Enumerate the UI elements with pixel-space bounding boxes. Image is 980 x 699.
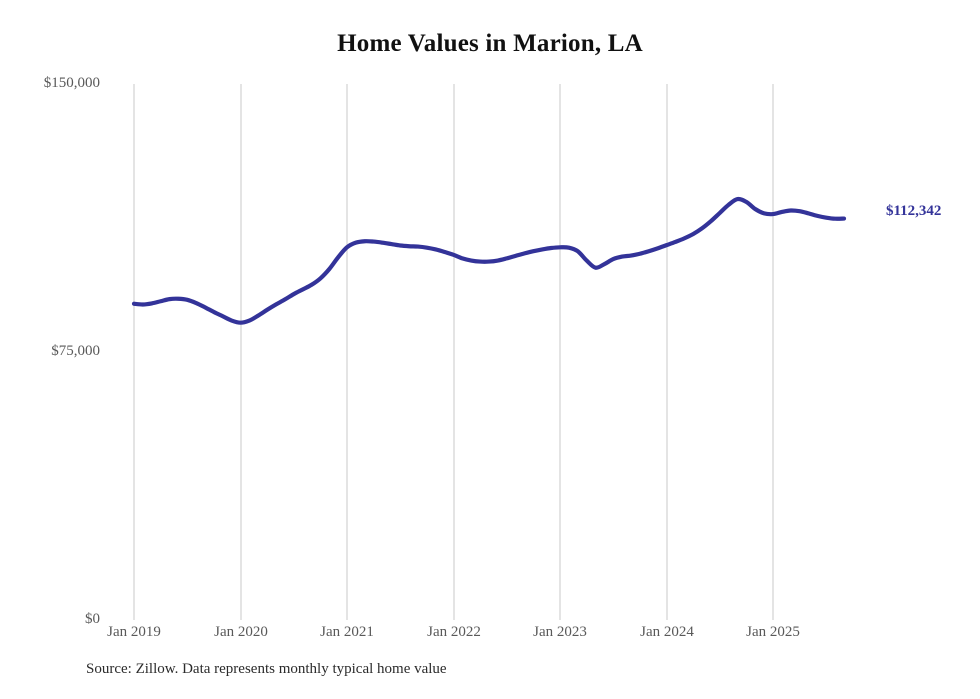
gridlines [133,84,774,620]
xtick-jan-2024: Jan 2024 [640,624,694,640]
xtick-jan-2022: Jan 2022 [427,624,481,640]
xtick-jan-2023: Jan 2023 [533,624,587,640]
source-note: Source: Zillow. Data represents monthly … [86,661,447,677]
chart-title: Home Values in Marion, LA [337,30,643,57]
xtick-jan-2021: Jan 2021 [320,624,374,640]
xtick-jan-2020: Jan 2020 [214,624,268,640]
end-value-label: $112,342 [886,203,942,219]
xtick-jan-2025: Jan 2025 [746,624,800,640]
ytick-0: $0 [85,611,100,627]
home-value-line [131,196,847,325]
xtick-jan-2019: Jan 2019 [107,624,161,640]
ytick-75000: $75,000 [51,343,100,359]
ytick-150000: $150,000 [43,75,100,91]
